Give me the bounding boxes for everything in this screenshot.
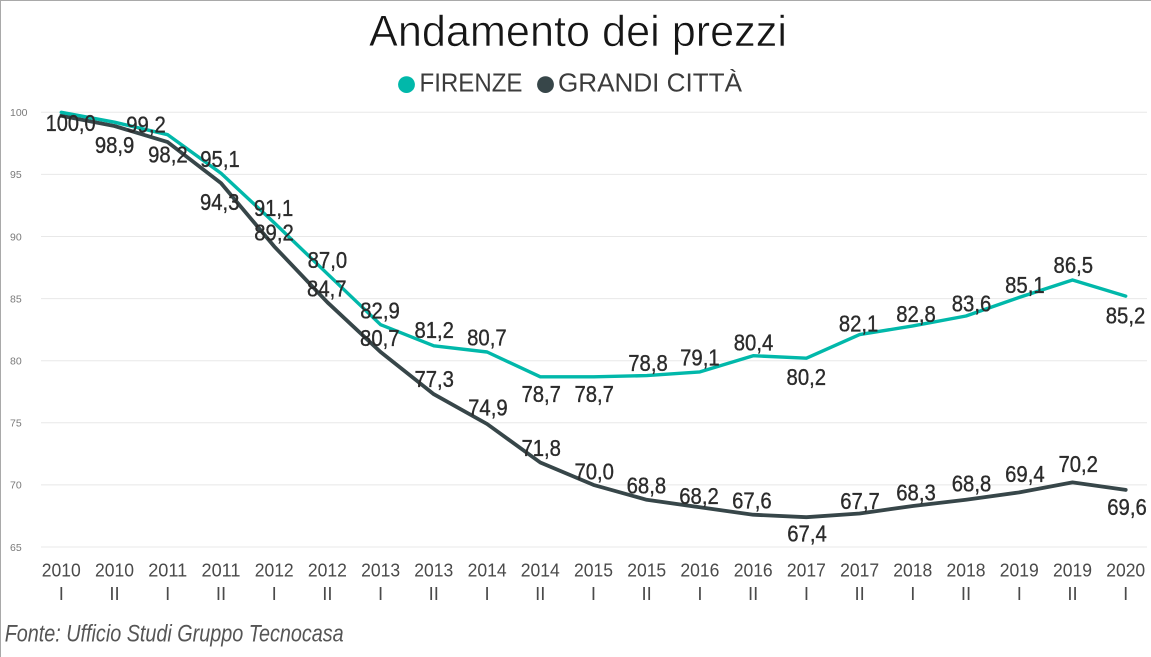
- svg-text:FIRENZE: FIRENZE: [420, 68, 523, 98]
- svg-text:2015: 2015: [627, 560, 666, 581]
- svg-text:I: I: [165, 583, 170, 604]
- svg-text:I: I: [697, 583, 702, 604]
- svg-text:85,2: 85,2: [1106, 302, 1146, 328]
- svg-text:I: I: [378, 583, 383, 604]
- svg-text:78,7: 78,7: [521, 381, 561, 407]
- svg-text:84,7: 84,7: [307, 276, 347, 302]
- svg-text:2014: 2014: [468, 560, 507, 581]
- svg-text:82,8: 82,8: [896, 301, 936, 327]
- svg-text:2019: 2019: [1000, 560, 1039, 581]
- svg-text:77,3: 77,3: [414, 366, 454, 392]
- svg-text:II: II: [216, 583, 226, 604]
- svg-text:81,2: 81,2: [414, 317, 454, 343]
- svg-text:2011: 2011: [148, 560, 187, 581]
- svg-text:80,7: 80,7: [467, 325, 507, 351]
- svg-text:I: I: [59, 583, 64, 604]
- svg-text:I: I: [804, 583, 809, 604]
- svg-text:74,9: 74,9: [468, 394, 508, 420]
- svg-text:95: 95: [10, 169, 22, 181]
- svg-text:II: II: [854, 583, 864, 604]
- svg-text:80,7: 80,7: [360, 325, 400, 351]
- svg-text:II: II: [961, 583, 971, 604]
- svg-text:65: 65: [10, 542, 22, 554]
- svg-text:68,8: 68,8: [627, 472, 667, 498]
- svg-text:2016: 2016: [680, 560, 719, 581]
- svg-text:67,6: 67,6: [732, 488, 772, 514]
- svg-text:70,0: 70,0: [574, 458, 614, 484]
- svg-text:2014: 2014: [521, 560, 560, 581]
- svg-text:II: II: [429, 583, 439, 604]
- svg-text:68,3: 68,3: [896, 480, 936, 506]
- svg-text:2013: 2013: [414, 560, 453, 581]
- svg-text:2017: 2017: [787, 560, 826, 581]
- svg-text:71,8: 71,8: [521, 435, 561, 461]
- svg-text:100,0: 100,0: [46, 110, 96, 136]
- svg-text:69,6: 69,6: [1107, 494, 1147, 520]
- svg-text:II: II: [1067, 583, 1077, 604]
- svg-text:2011: 2011: [202, 560, 241, 581]
- svg-text:75: 75: [10, 418, 22, 430]
- svg-text:100: 100: [10, 107, 28, 119]
- svg-text:2020: 2020: [1106, 560, 1145, 581]
- svg-text:2012: 2012: [308, 560, 347, 581]
- svg-text:68,8: 68,8: [952, 470, 992, 496]
- svg-text:II: II: [535, 583, 545, 604]
- svg-text:I: I: [272, 583, 277, 604]
- svg-text:II: II: [109, 583, 119, 604]
- svg-text:86,5: 86,5: [1054, 252, 1094, 278]
- svg-text:2010: 2010: [95, 560, 134, 581]
- svg-text:II: II: [322, 583, 332, 604]
- svg-text:80,2: 80,2: [787, 364, 827, 390]
- svg-text:78,7: 78,7: [574, 381, 614, 407]
- svg-text:89,2: 89,2: [254, 220, 294, 246]
- svg-text:II: II: [748, 583, 758, 604]
- svg-text:80: 80: [10, 356, 22, 368]
- svg-text:2018: 2018: [947, 560, 986, 581]
- svg-text:2016: 2016: [734, 560, 773, 581]
- svg-text:78,8: 78,8: [628, 350, 668, 376]
- svg-text:70,2: 70,2: [1058, 451, 1098, 477]
- svg-text:2012: 2012: [255, 560, 294, 581]
- svg-text:2018: 2018: [893, 560, 932, 581]
- svg-text:95,1: 95,1: [200, 146, 240, 172]
- svg-text:79,1: 79,1: [680, 345, 720, 371]
- svg-text:99,2: 99,2: [126, 111, 166, 137]
- svg-text:83,6: 83,6: [952, 291, 992, 317]
- svg-text:82,9: 82,9: [360, 297, 400, 323]
- svg-text:2015: 2015: [574, 560, 613, 581]
- svg-text:85: 85: [10, 293, 22, 305]
- svg-text:91,1: 91,1: [254, 195, 294, 221]
- svg-text:94,3: 94,3: [200, 189, 240, 215]
- svg-text:85,1: 85,1: [1005, 272, 1045, 298]
- svg-text:98,9: 98,9: [95, 132, 135, 158]
- svg-text:70: 70: [10, 480, 22, 492]
- svg-text:I: I: [1123, 583, 1128, 604]
- svg-text:II: II: [642, 583, 652, 604]
- svg-text:67,4: 67,4: [787, 520, 827, 546]
- svg-text:2010: 2010: [42, 560, 81, 581]
- svg-text:2019: 2019: [1053, 560, 1092, 581]
- svg-text:87,0: 87,0: [308, 247, 348, 273]
- svg-text:2013: 2013: [361, 560, 400, 581]
- svg-text:90: 90: [10, 231, 22, 243]
- svg-text:I: I: [1017, 583, 1022, 604]
- svg-text:68,2: 68,2: [679, 483, 719, 509]
- svg-text:80,4: 80,4: [734, 329, 774, 355]
- svg-text:I: I: [485, 583, 490, 604]
- svg-text:98,2: 98,2: [148, 141, 188, 167]
- svg-text:Andamento dei prezzi: Andamento dei prezzi: [369, 8, 787, 56]
- svg-text:69,4: 69,4: [1005, 461, 1045, 487]
- svg-text:GRANDI CITTÀ: GRANDI CITTÀ: [558, 68, 743, 98]
- svg-text:I: I: [910, 583, 915, 604]
- svg-text:I: I: [591, 583, 596, 604]
- svg-text:82,1: 82,1: [839, 311, 879, 337]
- svg-text:67,7: 67,7: [840, 488, 880, 514]
- svg-text:Fonte: Ufficio Studi Gruppo Te: Fonte: Ufficio Studi Gruppo Tecnocasa: [5, 621, 344, 648]
- svg-text:2017: 2017: [840, 560, 879, 581]
